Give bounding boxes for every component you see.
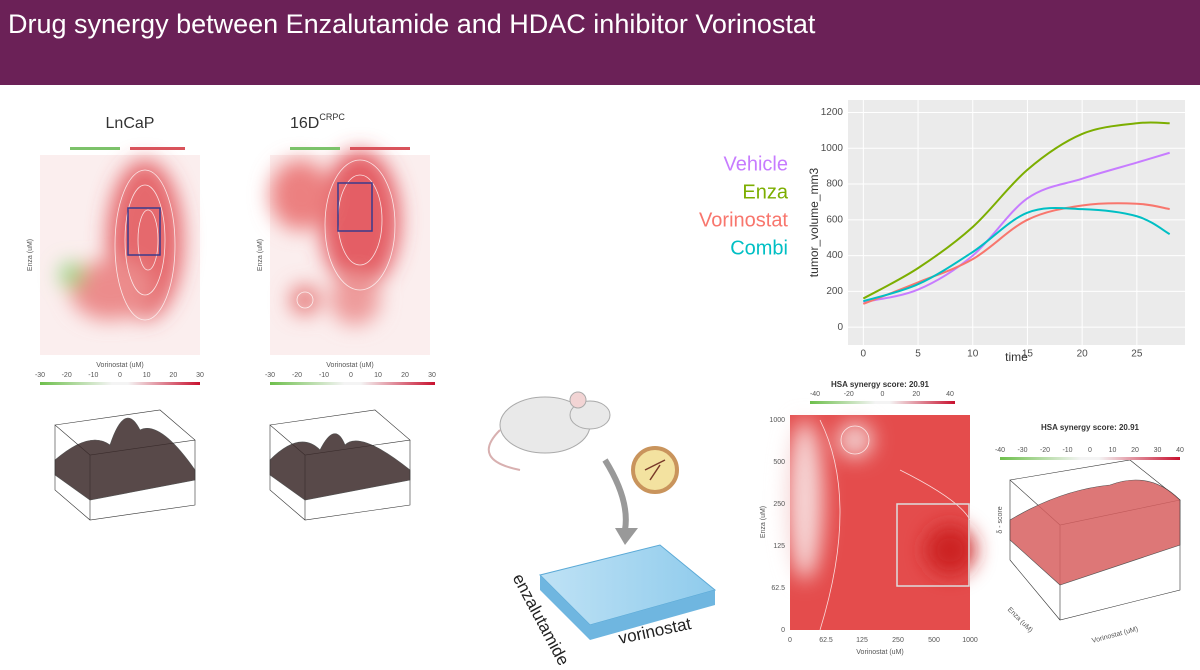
y-tick-label: 0 [837, 322, 843, 333]
tick-label: 62.5 [771, 585, 785, 592]
tick-label: 30 [196, 372, 204, 379]
tick-label: 500 [773, 459, 785, 466]
y-tick-label: 600 [826, 214, 843, 225]
tick-label: 0 [881, 391, 885, 398]
panel-title-superscript: CRPC [319, 112, 345, 122]
x-axis-label: time [1005, 350, 1028, 364]
tick-label: 20 [912, 391, 920, 398]
slide-title: Drug synergy between Enzalutamide and HD… [8, 9, 816, 39]
tick-label: -40 [995, 447, 1005, 454]
tick-label: -10 [1062, 447, 1072, 454]
tick-label: -20 [844, 391, 854, 398]
x-tick-label: 10 [967, 349, 979, 360]
tick-label: 1000 [769, 417, 785, 424]
tick-label: -20 [292, 372, 302, 379]
x-tick-label: 5 [915, 349, 921, 360]
y-axis-label: Enza (uM) [257, 239, 264, 271]
tick-label: 10 [1109, 447, 1117, 454]
y-tick-label: 200 [826, 286, 843, 297]
y-axis-label: tumor_volume_mm3 [807, 167, 821, 277]
tick-label: -20 [62, 372, 72, 379]
tick-label: -40 [810, 391, 820, 398]
tick-label: -10 [319, 372, 329, 379]
tick-label: 62.5 [819, 637, 833, 644]
tick-label: -10 [88, 372, 98, 379]
tick-label: 20 [169, 372, 177, 379]
legend-label: Enza [742, 181, 788, 203]
tick-label: 40 [1176, 447, 1184, 454]
tick-label: 125 [856, 637, 868, 644]
y-tick-label: 1200 [821, 107, 844, 118]
x-axis-label: Vorinostat (uM) [96, 362, 143, 369]
y-axis-label: Enza (uM) [760, 506, 767, 538]
lncap-heatmap [40, 147, 200, 385]
x-axis-label: Vorinostat (uM) [326, 362, 373, 369]
x-axis-label: Vorinostat (uM) [1091, 626, 1139, 645]
panel-title-text: 16D [290, 115, 319, 132]
tick-label: -30 [265, 372, 275, 379]
crpc-heatmap [270, 147, 435, 385]
x-tick-label: 15 [1022, 349, 1034, 360]
well-plate [539, 544, 717, 640]
legend-label: Vehicle [724, 153, 789, 175]
tick-label: 0 [118, 372, 122, 379]
tick-label: 0 [349, 372, 353, 379]
panel-title: HSA synergy score: 20.91 [831, 380, 930, 389]
tick-label: 30 [428, 372, 436, 379]
y-axis-label: Enza (uM) [1006, 606, 1034, 634]
panel-title: HSA synergy score: 20.91 [1041, 423, 1140, 432]
panel-title: 16DCRPC [290, 112, 345, 132]
surface-3d [54, 409, 411, 521]
series-line [863, 151, 1170, 304]
tick-label: 20 [1131, 447, 1139, 454]
hsa-surface [1000, 457, 1181, 621]
tick-label: 250 [892, 637, 904, 644]
panel-title: LnCaP [106, 115, 155, 132]
x-tick-label: 25 [1131, 349, 1143, 360]
legend-label: Vorinostat [699, 209, 788, 231]
tick-label: 0 [781, 627, 785, 634]
tick-label: 1000 [962, 637, 978, 644]
mouse-icon [487, 391, 679, 545]
tick-label: 40 [946, 391, 954, 398]
tick-label: 10 [143, 372, 151, 379]
tick-label: 250 [773, 501, 785, 508]
header-bar [0, 0, 1200, 85]
x-tick-label: 20 [1077, 349, 1089, 360]
tick-label: 30 [1154, 447, 1162, 454]
tick-label: 0 [788, 637, 792, 644]
x-tick-label: 0 [861, 349, 867, 360]
tick-label: -30 [1017, 447, 1027, 454]
tick-label: 500 [928, 637, 940, 644]
series-line [862, 121, 1170, 300]
tick-label: 125 [773, 543, 785, 550]
plot-background [848, 100, 1185, 345]
hsa-heatmap [787, 401, 975, 631]
series-line [862, 202, 1170, 305]
x-axis-label: Vorinostat (uM) [856, 649, 903, 656]
y-tick-label: 400 [826, 250, 843, 261]
y-tick-label: 1000 [821, 143, 844, 154]
tick-label: -20 [1040, 447, 1050, 454]
z-axis-label: δ - score [997, 506, 1004, 533]
tick-label: 10 [374, 372, 382, 379]
y-tick-label: 800 [826, 179, 843, 190]
tick-label: -30 [35, 372, 45, 379]
series-line [863, 206, 1171, 303]
tick-label: 20 [401, 372, 409, 379]
legend-label: Combi [730, 237, 788, 259]
y-axis-label: Enza (uM) [27, 239, 34, 271]
tick-label: 0 [1088, 447, 1092, 454]
